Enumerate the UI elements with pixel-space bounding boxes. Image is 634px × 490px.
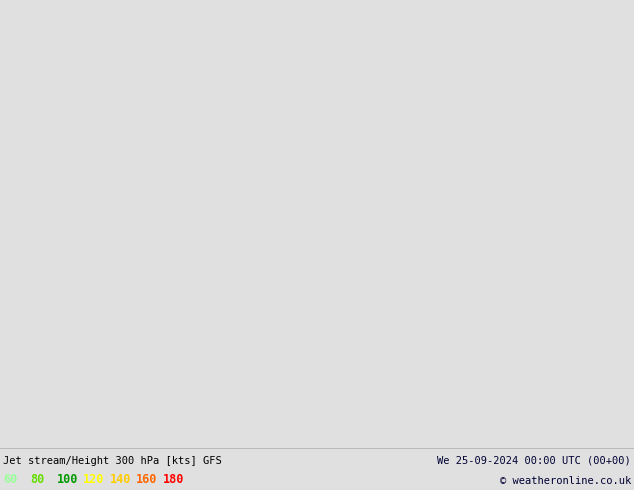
Text: 140: 140 xyxy=(110,472,131,486)
Text: We 25-09-2024 00:00 UTC (00+00): We 25-09-2024 00:00 UTC (00+00) xyxy=(437,456,631,466)
Text: © weatheronline.co.uk: © weatheronline.co.uk xyxy=(500,476,631,486)
Text: Jet stream/Height 300 hPa [kts] GFS: Jet stream/Height 300 hPa [kts] GFS xyxy=(3,456,222,466)
Text: 120: 120 xyxy=(83,472,105,486)
Text: 180: 180 xyxy=(163,472,184,486)
Text: 80: 80 xyxy=(30,472,44,486)
Text: 100: 100 xyxy=(56,472,78,486)
Text: 160: 160 xyxy=(136,472,158,486)
Text: 60: 60 xyxy=(3,472,17,486)
